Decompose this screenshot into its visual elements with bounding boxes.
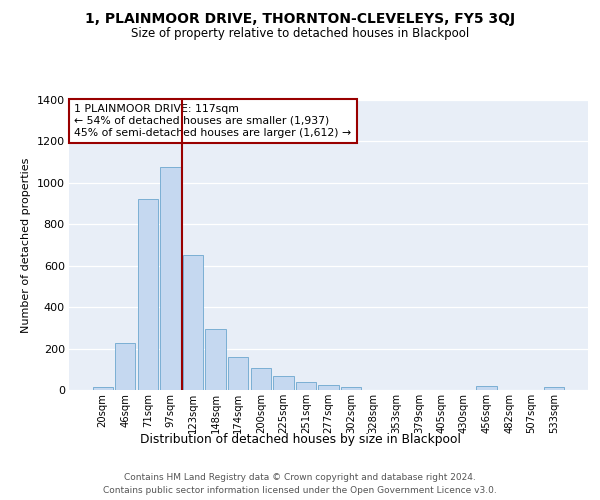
Bar bbox=[183, 256, 203, 390]
Bar bbox=[228, 358, 248, 390]
Bar bbox=[273, 376, 293, 390]
Bar bbox=[319, 386, 338, 390]
Text: 1 PLAINMOOR DRIVE: 117sqm
← 54% of detached houses are smaller (1,937)
45% of se: 1 PLAINMOOR DRIVE: 117sqm ← 54% of detac… bbox=[74, 104, 352, 138]
Y-axis label: Number of detached properties: Number of detached properties bbox=[21, 158, 31, 332]
Text: Contains public sector information licensed under the Open Government Licence v3: Contains public sector information licen… bbox=[103, 486, 497, 495]
Text: Contains HM Land Registry data © Crown copyright and database right 2024.: Contains HM Land Registry data © Crown c… bbox=[124, 472, 476, 482]
Bar bbox=[160, 168, 181, 390]
Text: Size of property relative to detached houses in Blackpool: Size of property relative to detached ho… bbox=[131, 28, 469, 40]
Bar bbox=[341, 387, 361, 390]
Bar bbox=[138, 200, 158, 390]
Bar bbox=[544, 387, 565, 390]
Text: 1, PLAINMOOR DRIVE, THORNTON-CLEVELEYS, FY5 3QJ: 1, PLAINMOOR DRIVE, THORNTON-CLEVELEYS, … bbox=[85, 12, 515, 26]
Bar bbox=[251, 368, 271, 390]
Bar bbox=[115, 343, 136, 390]
Bar bbox=[296, 382, 316, 390]
Bar bbox=[92, 387, 113, 390]
Bar bbox=[205, 330, 226, 390]
Bar bbox=[476, 386, 497, 390]
Text: Distribution of detached houses by size in Blackpool: Distribution of detached houses by size … bbox=[140, 432, 460, 446]
